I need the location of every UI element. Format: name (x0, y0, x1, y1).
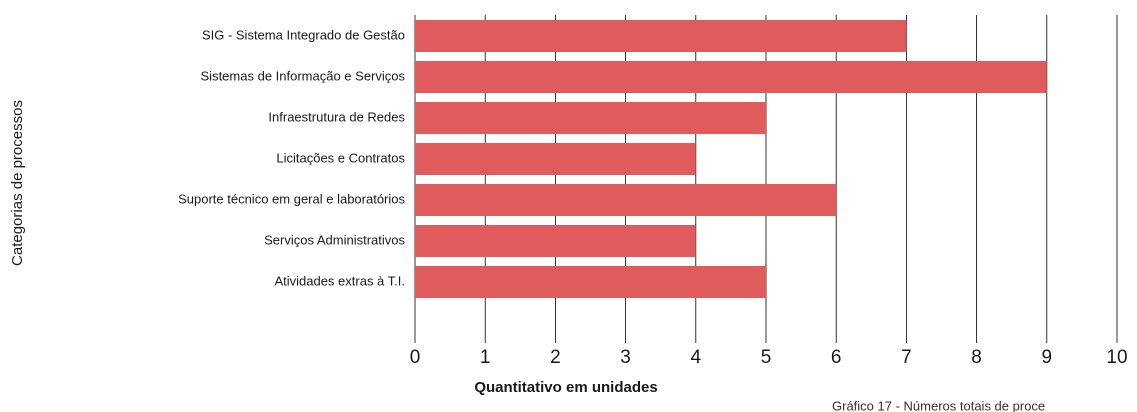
bar (415, 102, 766, 134)
y-tick-label: Sistemas de Informação e Serviços (201, 68, 406, 83)
x-tick-label: 10 (1106, 347, 1127, 368)
x-tick-label: 9 (1042, 347, 1053, 368)
x-tick-label: 7 (901, 347, 912, 368)
y-tick-label: Serviços Administrativos (264, 232, 405, 247)
y-tick-label: Licitações e Contratos (276, 150, 405, 165)
x-tick-label: 8 (971, 347, 982, 368)
x-tick-label: 2 (550, 347, 561, 368)
y-tick-label: Infraestrutura de Redes (268, 109, 405, 124)
x-axis-title: Quantitativo em unidades (474, 379, 657, 396)
y-tick-label: SIG - Sistema Integrado de Gestão (202, 27, 405, 42)
y-axis-title: Categorias de processos (9, 100, 26, 266)
x-tick-label: 3 (620, 347, 631, 368)
bar (415, 225, 696, 257)
x-tick-label: 0 (410, 347, 421, 368)
x-tick-label: 1 (480, 347, 491, 368)
y-tick-label: Suporte técnico em geral e laboratórios (178, 191, 405, 206)
bar (415, 61, 1047, 93)
y-tick-label: Atividades extras à T.I. (274, 273, 405, 288)
bar (415, 266, 766, 298)
x-tick-label: 5 (761, 347, 772, 368)
x-tick-label: 6 (831, 347, 842, 368)
caption: Gráfico 17 - Números totais de proce (832, 398, 1045, 412)
bar (415, 143, 696, 175)
x-tick-label: 4 (691, 347, 702, 368)
bar (415, 184, 837, 216)
bar (415, 20, 907, 52)
